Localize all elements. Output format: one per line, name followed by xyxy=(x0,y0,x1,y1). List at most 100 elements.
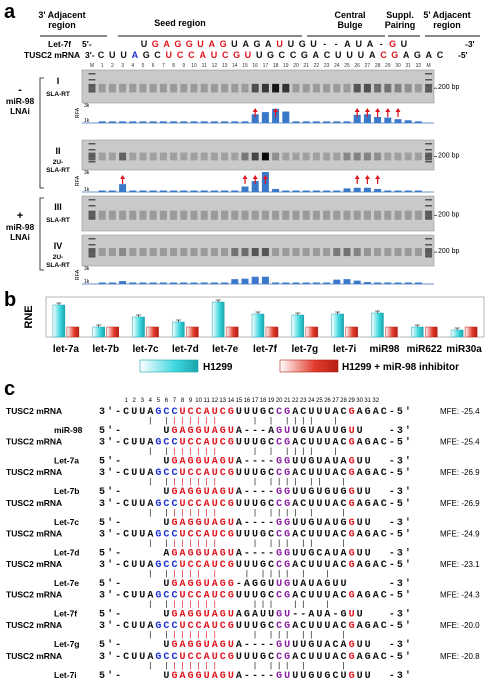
target-name: TUSC2 mRNA xyxy=(6,590,62,600)
target-base: C xyxy=(341,529,347,540)
gel-band xyxy=(241,210,249,220)
target-name: TUSC2 mRNA xyxy=(6,406,62,416)
position-number: 12 xyxy=(211,398,218,404)
pair-mark: | xyxy=(333,448,338,457)
mirna-base: G xyxy=(196,548,202,559)
target-base: U xyxy=(212,407,218,418)
let7f-base: U xyxy=(141,39,148,49)
mirna-base: G xyxy=(188,671,194,682)
mirna-base: U xyxy=(292,579,298,590)
pair-mark: | xyxy=(196,601,201,610)
pair-mark: | xyxy=(172,570,177,579)
lane-number: 9 xyxy=(182,63,185,69)
target-base: U xyxy=(244,468,250,479)
gel-band xyxy=(180,83,188,93)
position-number: 30 xyxy=(356,398,363,404)
pair-mark: | xyxy=(253,601,258,610)
mirna-base: G xyxy=(244,610,250,621)
mirna-base: A xyxy=(316,426,322,437)
lane-number: 16 xyxy=(252,63,258,69)
gel-band xyxy=(200,248,208,257)
target-base: 5 xyxy=(397,652,403,663)
position-number: 16 xyxy=(244,398,251,404)
mirna-base: U xyxy=(228,518,234,529)
red-arrow-head xyxy=(364,108,370,112)
rfa-bar xyxy=(221,282,229,284)
target-base: U xyxy=(236,468,242,479)
gel-band xyxy=(241,152,249,161)
target-base: ' xyxy=(107,467,113,479)
mirna-base: A xyxy=(244,579,250,590)
pair-mark: | xyxy=(261,601,266,610)
gel-sublabel: SLA-RT xyxy=(46,167,70,174)
gel-band xyxy=(353,83,361,93)
gel-band xyxy=(414,248,422,257)
pair-mark: | xyxy=(253,509,258,518)
target-base: - xyxy=(389,499,395,510)
bar xyxy=(92,326,105,338)
gel-band xyxy=(98,152,106,161)
ladder-band xyxy=(425,155,433,157)
target-base: G xyxy=(284,529,290,540)
mirna-base: - xyxy=(115,457,121,468)
target-base: A xyxy=(147,529,153,540)
mirna-base: U xyxy=(228,640,234,651)
pair-mark: | xyxy=(317,478,322,487)
target-base: U xyxy=(324,652,330,663)
mirna-base: G xyxy=(341,487,347,498)
rfa-bar xyxy=(353,114,361,123)
mirna-base: A xyxy=(236,426,242,437)
pair-mark: | xyxy=(204,539,209,548)
target-base: U xyxy=(324,468,330,479)
lane-number: 26 xyxy=(354,63,360,69)
lane-number: 2 xyxy=(111,63,114,69)
target-base: C xyxy=(341,591,347,602)
target-base: C xyxy=(381,438,387,449)
rfa-bar xyxy=(129,121,137,123)
mirna-base: U xyxy=(204,579,210,590)
target-base: G xyxy=(365,468,371,479)
target-base: G xyxy=(228,591,234,602)
pair-mark: | xyxy=(204,448,209,457)
lane-number: 4 xyxy=(131,63,134,69)
mirna-base: ' xyxy=(107,547,113,559)
target-base: U xyxy=(180,652,186,663)
target-base: U xyxy=(324,499,330,510)
ladder-band xyxy=(425,85,433,87)
target-base: U xyxy=(131,529,137,540)
pair-mark: | xyxy=(277,570,282,579)
pair-mark: | xyxy=(309,417,314,426)
red-arrow-head xyxy=(375,175,381,179)
target-base: C xyxy=(163,591,169,602)
target-base: G xyxy=(228,407,234,418)
rfa-bar xyxy=(251,276,259,284)
target-base: C xyxy=(123,438,129,449)
target-base: U xyxy=(244,438,250,449)
pair-mark: | xyxy=(204,509,209,518)
mirna-base: - xyxy=(389,457,395,468)
rfa-bar xyxy=(272,188,280,192)
mirna-base: U xyxy=(228,487,234,498)
target-base: A xyxy=(357,407,363,418)
pair-mark: | xyxy=(196,631,201,640)
target-base: C xyxy=(220,560,226,571)
mirna-base: U xyxy=(332,487,338,498)
pair-mark: | xyxy=(172,478,177,487)
tusc2-base: U xyxy=(335,50,342,60)
target-base: U xyxy=(212,652,218,663)
gel-band xyxy=(190,152,198,161)
mirna-base: G xyxy=(276,426,282,437)
tusc2-base: C xyxy=(279,50,286,60)
mirna-base: U xyxy=(316,487,322,498)
gel-band xyxy=(88,248,96,257)
gel-band xyxy=(343,83,351,93)
mirna-base: U xyxy=(300,640,306,651)
mirna-base: - xyxy=(260,518,266,529)
mirna-base: G xyxy=(220,548,226,559)
pair-mark: | xyxy=(204,631,209,640)
target-base: ' xyxy=(107,406,113,418)
target-base: C xyxy=(300,591,306,602)
mirna-base: - xyxy=(115,610,121,621)
target-base: ' xyxy=(405,559,411,571)
gel-band xyxy=(231,83,239,93)
